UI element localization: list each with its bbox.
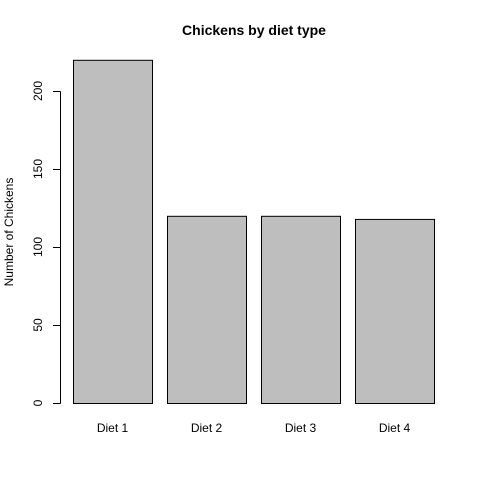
x-tick-label: Diet 2 bbox=[191, 421, 223, 435]
y-axis-label: Number of Chickens bbox=[2, 178, 16, 287]
x-tick-label: Diet 3 bbox=[285, 421, 317, 435]
y-tick-label: 50 bbox=[31, 318, 45, 332]
bar-diet-4 bbox=[355, 218, 435, 404]
x-tick-label: Diet 4 bbox=[379, 421, 411, 435]
y-tick-label: 100 bbox=[31, 237, 45, 257]
y-tick-label: 0 bbox=[31, 399, 45, 406]
chart-title: Chickens by diet type bbox=[182, 22, 326, 38]
bar-diet-3 bbox=[261, 215, 341, 404]
bar-diet-2 bbox=[167, 215, 247, 404]
bars-layer bbox=[73, 59, 435, 405]
x-tick-label: Diet 1 bbox=[97, 421, 129, 435]
y-axis: 0 50 100 150 200 bbox=[31, 81, 61, 406]
bar-diet-1 bbox=[73, 59, 153, 405]
y-tick-label: 150 bbox=[31, 159, 45, 179]
y-tick-label: 200 bbox=[31, 81, 45, 101]
x-axis-labels: Diet 1 Diet 2 Diet 3 Diet 4 bbox=[97, 421, 411, 435]
